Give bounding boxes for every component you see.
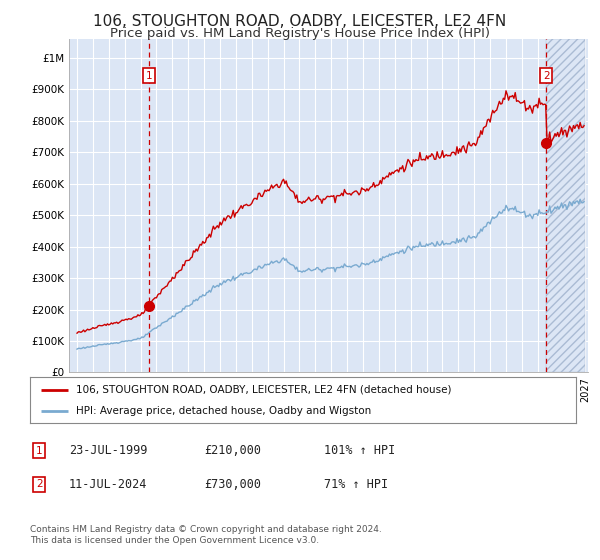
Text: 101% ↑ HPI: 101% ↑ HPI	[324, 444, 395, 458]
Text: 71% ↑ HPI: 71% ↑ HPI	[324, 478, 388, 491]
Text: Contains HM Land Registry data © Crown copyright and database right 2024.
This d: Contains HM Land Registry data © Crown c…	[30, 525, 382, 545]
Text: 106, STOUGHTON ROAD, OADBY, LEICESTER, LE2 4FN (detached house): 106, STOUGHTON ROAD, OADBY, LEICESTER, L…	[76, 385, 452, 395]
Text: Price paid vs. HM Land Registry's House Price Index (HPI): Price paid vs. HM Land Registry's House …	[110, 27, 490, 40]
Text: 106, STOUGHTON ROAD, OADBY, LEICESTER, LE2 4FN: 106, STOUGHTON ROAD, OADBY, LEICESTER, L…	[94, 14, 506, 29]
Text: 23-JUL-1999: 23-JUL-1999	[69, 444, 148, 458]
Bar	[545, 39, 586, 372]
Text: 11-JUL-2024: 11-JUL-2024	[69, 478, 148, 491]
Text: £730,000: £730,000	[204, 478, 261, 491]
Text: 2: 2	[543, 71, 550, 81]
Text: 1: 1	[146, 71, 153, 81]
Text: 2: 2	[36, 479, 43, 489]
Text: 1: 1	[36, 446, 43, 456]
Text: £210,000: £210,000	[204, 444, 261, 458]
Text: HPI: Average price, detached house, Oadby and Wigston: HPI: Average price, detached house, Oadb…	[76, 407, 371, 416]
